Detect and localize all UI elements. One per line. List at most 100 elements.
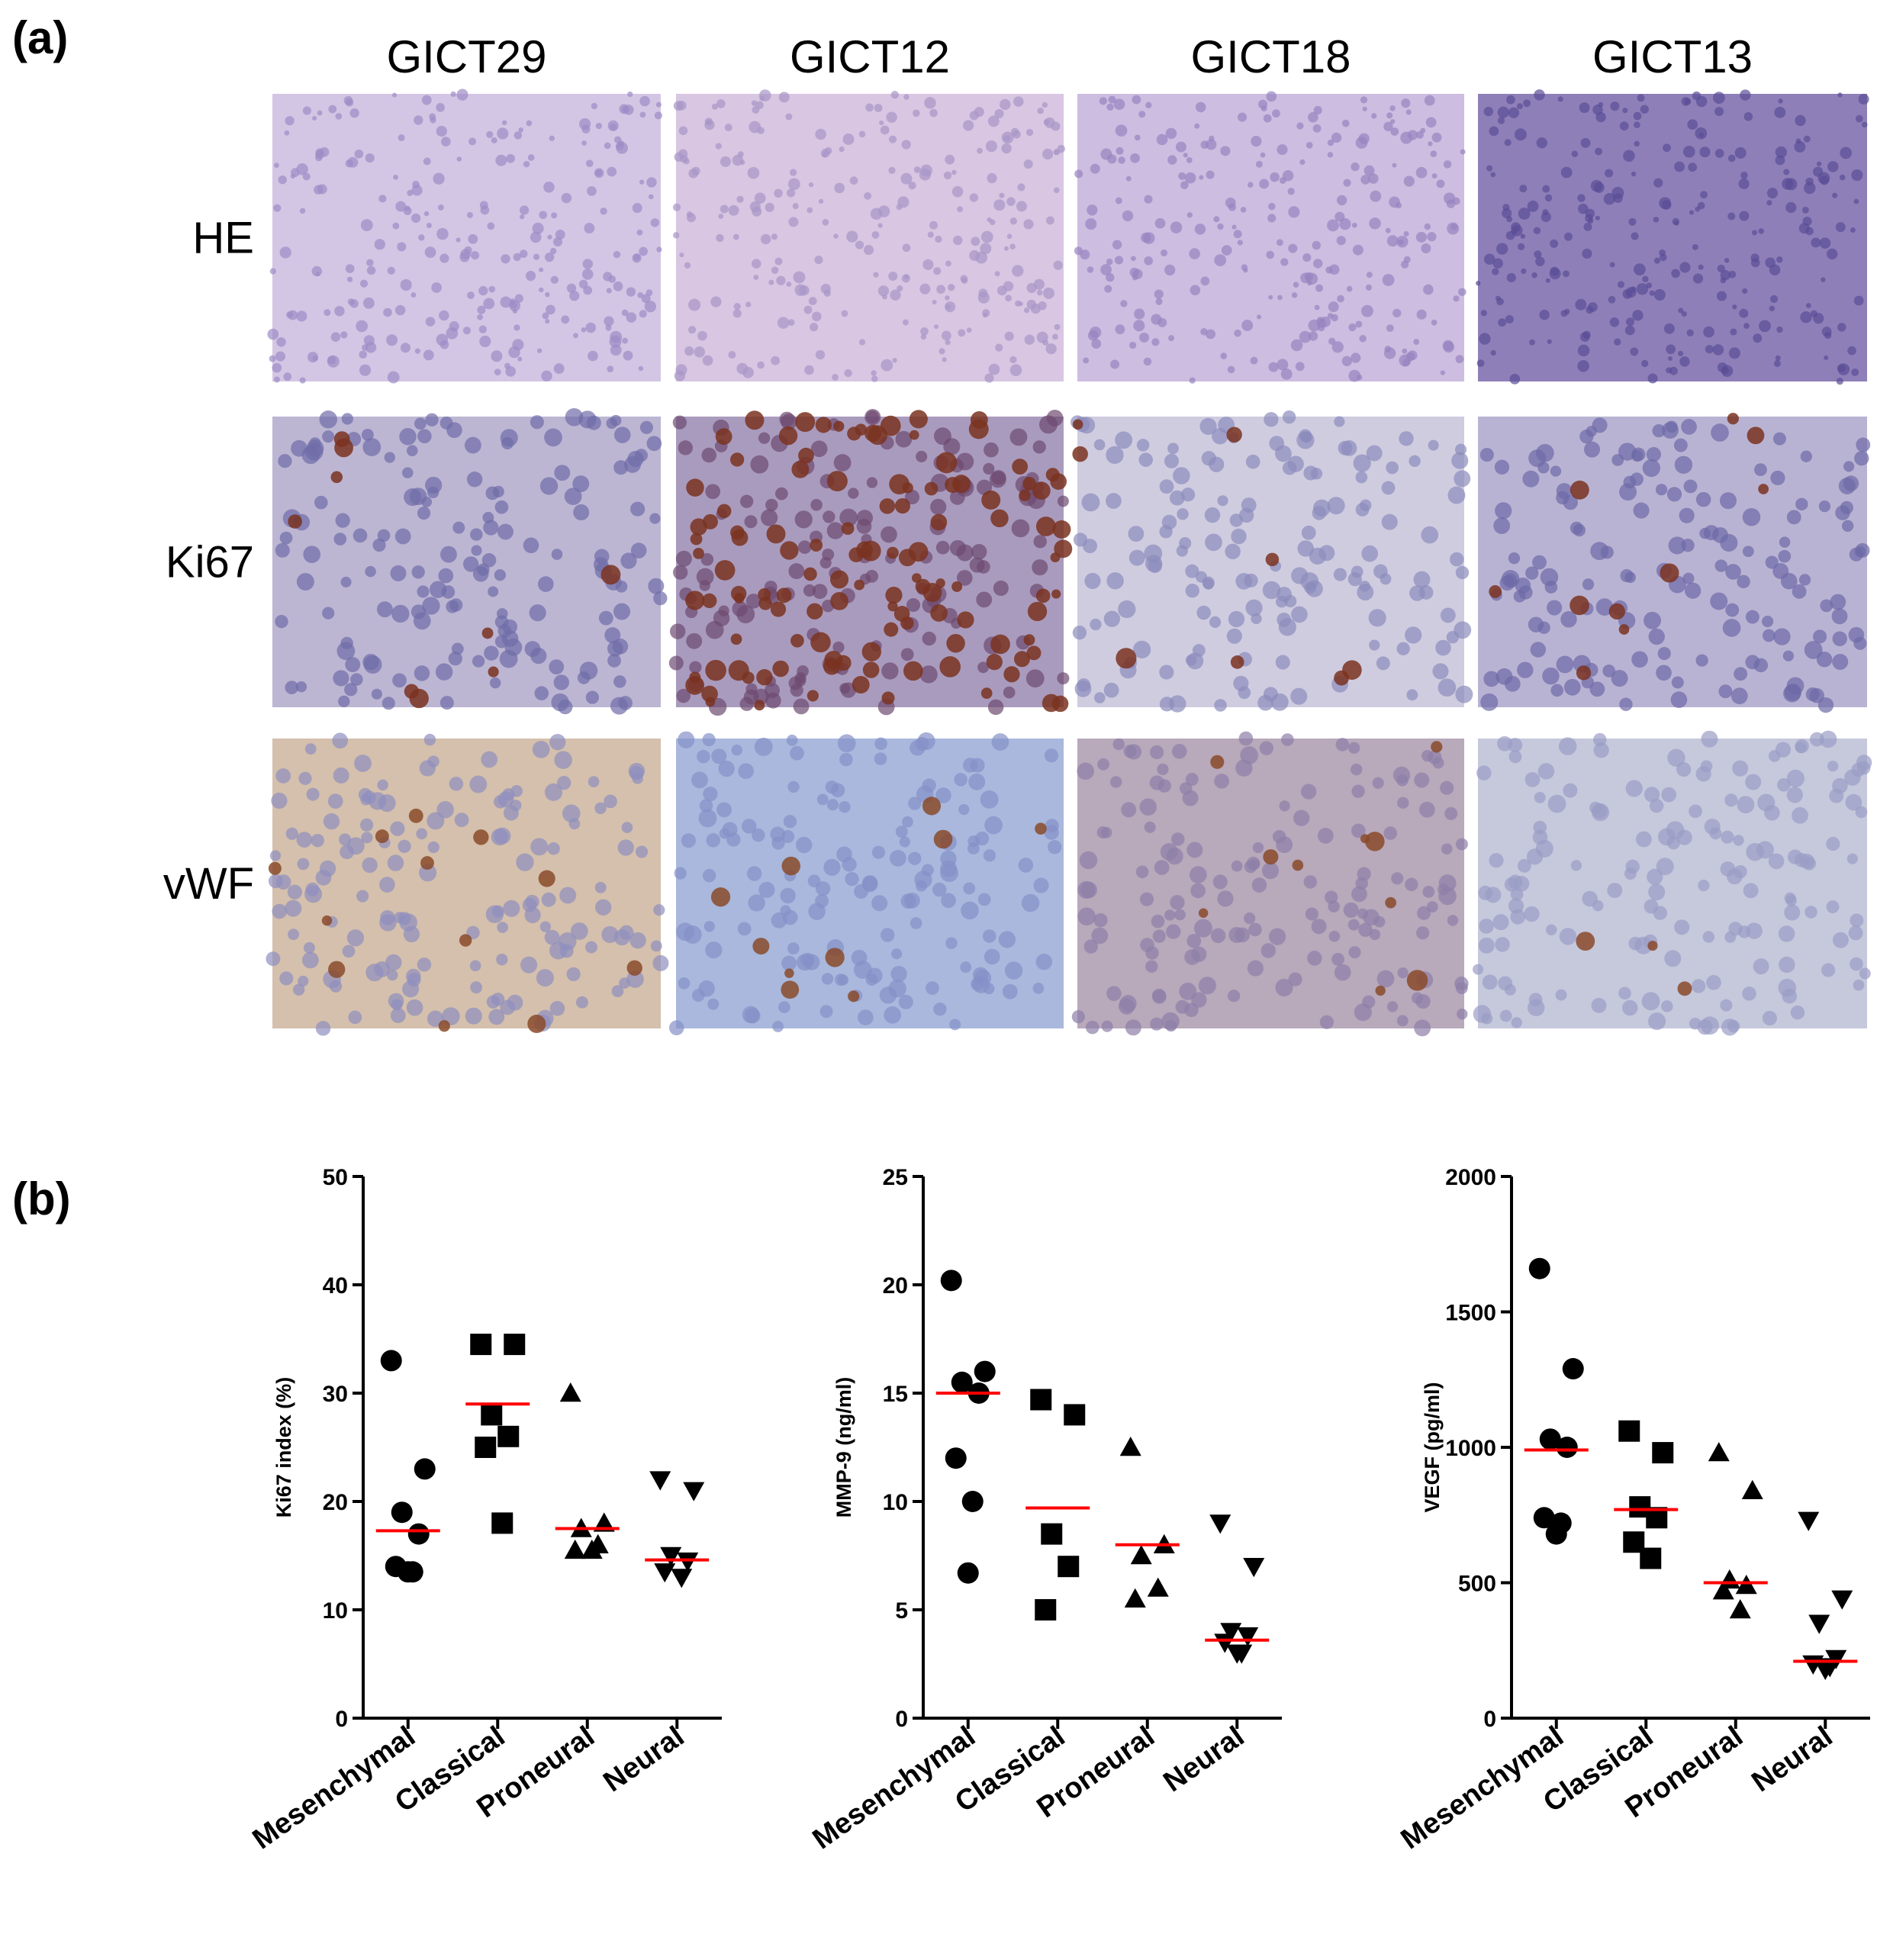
cell-nucleus [613,426,631,443]
cell-nucleus [648,194,654,200]
cell-nucleus [1023,219,1034,230]
cell-nucleus [711,748,727,764]
cell-nucleus [378,195,387,203]
cell-nucleus [1164,1019,1177,1032]
cell-nucleus [275,542,290,558]
cell-nucleus [1589,681,1605,697]
cell-nucleus [970,758,985,773]
cell-nucleus [1687,119,1698,130]
cell-nucleus [398,912,411,925]
cell-nucleus [1417,906,1431,920]
cell-nucleus [672,415,687,430]
cell-nucleus [881,294,887,300]
cell-nucleus [414,417,427,430]
cell-nucleus [630,542,647,558]
cell-nucleus [549,734,566,751]
stained-cell [1608,603,1625,620]
cell-nucleus [1861,121,1868,128]
cell-nucleus [1139,892,1154,906]
cell-nucleus [1302,253,1312,262]
cell-nucleus [1290,339,1303,352]
cell-nucleus [1809,732,1824,747]
cell-nucleus [1262,581,1281,600]
row-header: Ki67 [166,538,254,587]
cell-nucleus [1508,750,1522,764]
cell-nucleus [705,484,721,500]
column-header: GICT12 [790,31,950,82]
cell-nucleus [1547,600,1563,616]
stained-cell [1406,970,1428,991]
stained-cell [268,861,282,875]
cell-nucleus [1720,861,1736,877]
cell-nucleus [324,309,331,317]
cell-nucleus [340,636,353,650]
cell-nucleus [809,323,819,332]
cell-nucleus [1079,851,1098,870]
cell-nucleus [908,182,916,190]
cell-nucleus [1164,909,1176,921]
cell-nucleus [1152,929,1166,943]
cell-nucleus [1727,212,1736,220]
cell-nucleus [1495,937,1510,952]
cell-nucleus [403,925,420,943]
stained-cell [702,513,718,529]
cell-nucleus [871,375,878,382]
cell-nucleus [485,486,500,500]
stained-cell [810,632,831,653]
cell-nucleus [1331,952,1344,966]
cell-nucleus [1397,797,1409,809]
cell-nucleus [439,253,449,263]
cell-nucleus [1798,574,1811,586]
cell-nucleus [1331,132,1342,143]
cell-nucleus [472,565,489,582]
data-point [380,1350,402,1372]
cell-nucleus [1327,219,1339,232]
stained-cell [981,490,1001,510]
cell-nucleus [1816,651,1833,668]
cell-nucleus [736,605,755,624]
y-axis-label: Ki67 index (%) [272,1377,295,1518]
cell-nucleus [837,734,856,753]
cell-nucleus [1002,983,1018,999]
cell-nucleus [881,359,893,372]
cell-nucleus [1016,201,1027,212]
cell-nucleus [1671,676,1684,689]
stained-cell [1570,480,1589,500]
cell-nucleus [1776,256,1783,263]
cell-nucleus [1609,317,1620,327]
data-point [940,1270,962,1292]
cell-nucleus [615,580,628,593]
stained-cell [968,419,989,439]
cell-nucleus [1386,235,1399,247]
cell-nucleus [1550,239,1559,248]
cell-nucleus [392,92,398,98]
cell-nucleus [1185,772,1199,787]
cell-nucleus [467,211,473,218]
cell-nucleus [1595,215,1600,220]
cell-nucleus [1699,146,1711,158]
cell-nucleus [904,489,920,505]
cell-nucleus [1841,520,1854,532]
cell-nucleus [1238,731,1254,746]
cell-nucleus [1353,454,1371,472]
cell-nucleus [1403,175,1415,187]
cell-nucleus [1301,525,1316,540]
cell-nucleus [1611,670,1628,687]
cell-nucleus [780,905,791,916]
cell-nucleus [826,799,839,811]
cell-nucleus [1203,578,1215,590]
cell-nucleus [275,351,286,362]
cell-nucleus [1786,769,1805,787]
cell-nucleus [493,795,507,809]
cell-nucleus [934,324,939,330]
stained-cell [1003,666,1020,683]
cell-nucleus [774,487,788,500]
cell-nucleus [1359,581,1370,592]
cell-nucleus [349,108,359,118]
cell-nucleus [1776,326,1783,333]
cell-nucleus [854,883,869,899]
cell-nucleus [1840,146,1853,159]
cell-nucleus [1257,694,1273,711]
cell-nucleus [1038,415,1058,434]
cell-nucleus [1436,179,1445,188]
